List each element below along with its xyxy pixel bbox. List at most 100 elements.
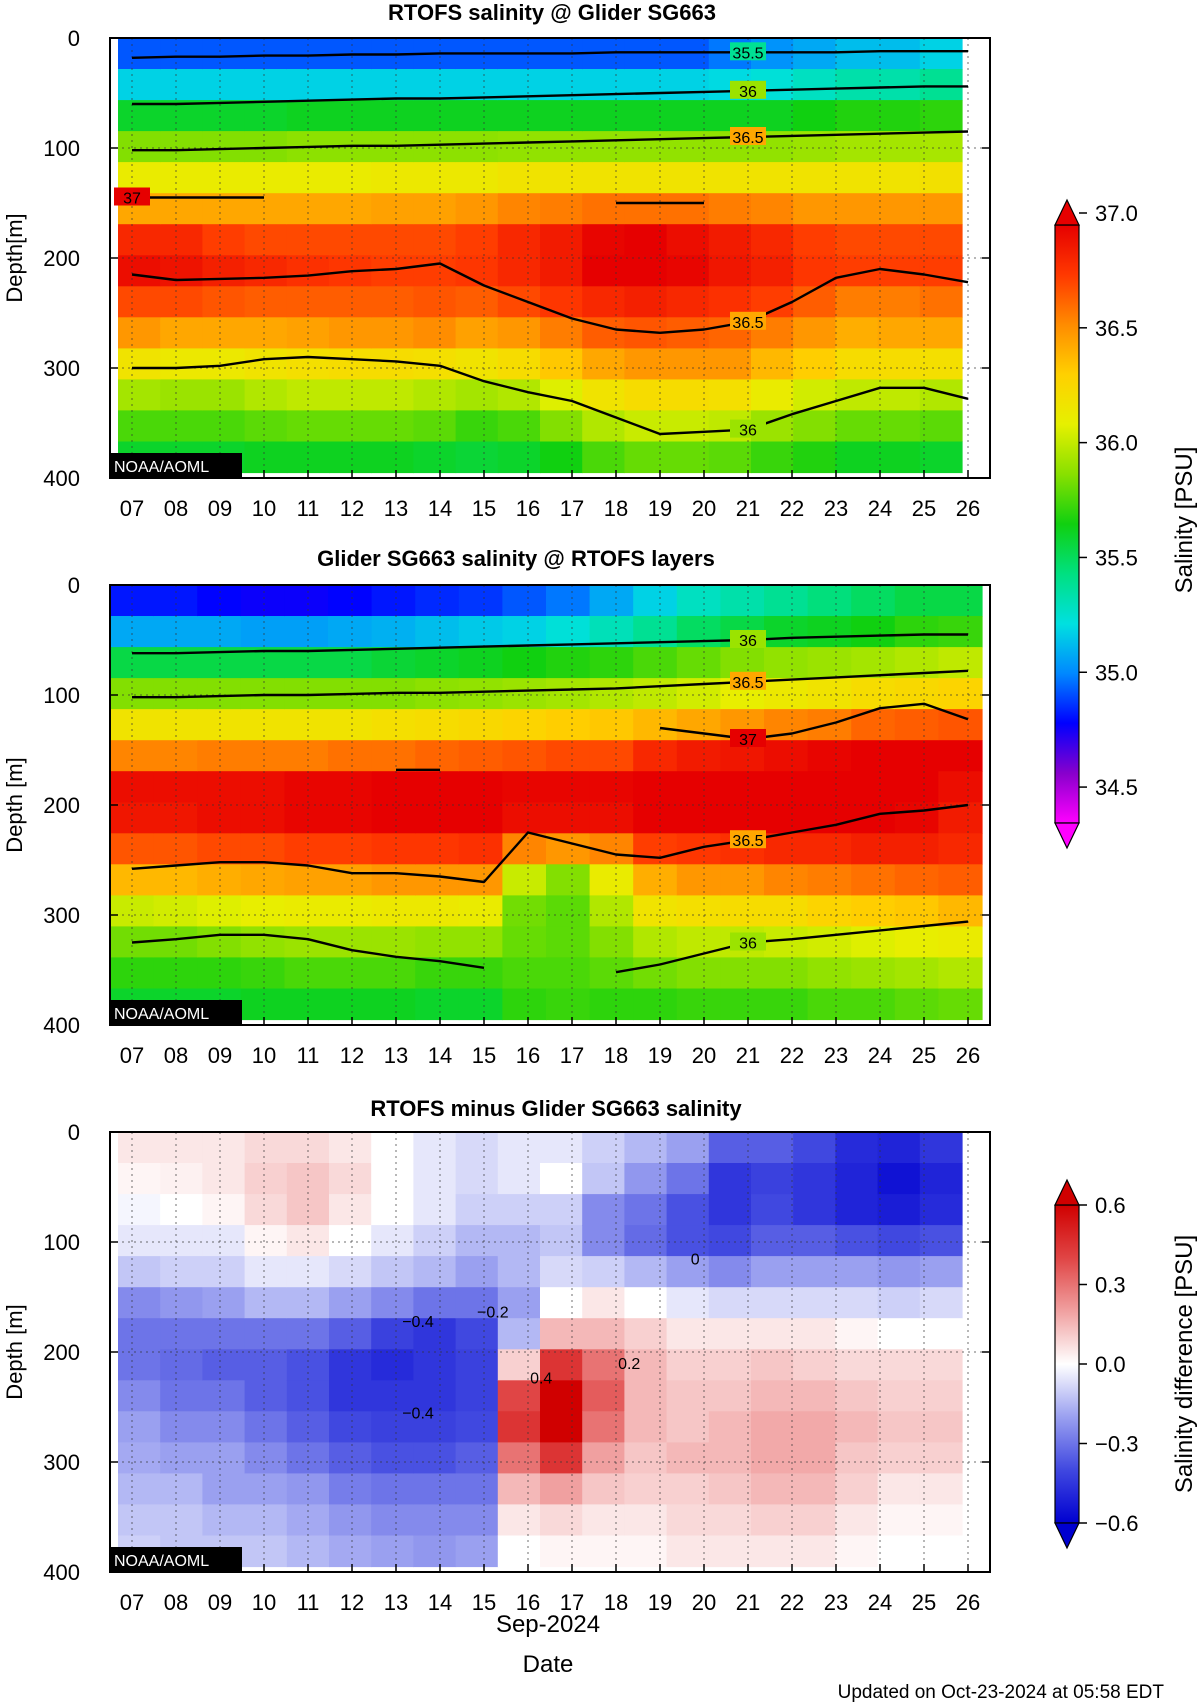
heatmap-cell	[540, 100, 583, 132]
heatmap-cell	[497, 162, 541, 194]
x-axis-ticks: 07 08 09 10 11 12 13 14 15 16 17 18 19 20 21 22 23 24 25 26	[120, 1564, 980, 1615]
x-tick-label: 21	[736, 1043, 760, 1068]
heatmap-cell	[371, 1442, 414, 1474]
y-axis-label: Depth[m]	[2, 213, 27, 302]
contour-line	[132, 669, 969, 699]
heatmap-cell	[497, 348, 541, 380]
x-tick-label: 09	[208, 496, 232, 521]
heatmap-cell	[877, 1225, 921, 1257]
heatmap-cell	[371, 957, 416, 989]
credit-badge: NOAA/AOML	[110, 1547, 242, 1572]
contour-label: 36	[739, 936, 757, 953]
heatmap-cell	[708, 1287, 752, 1319]
grid-lines	[110, 585, 990, 1025]
heatmap-cell	[624, 1504, 668, 1536]
heatmap-cell	[894, 709, 939, 741]
heatmap-cell	[328, 771, 373, 803]
heatmap-cell	[708, 224, 752, 256]
heatmap-cell	[197, 833, 242, 865]
heatmap-cell	[582, 162, 625, 194]
heatmap-cell	[540, 1504, 583, 1536]
heatmap-cell	[371, 1256, 414, 1288]
grid-lines	[110, 1132, 990, 1572]
heatmap-cell	[624, 69, 668, 101]
heatmap-cell	[118, 1225, 161, 1257]
x-tick-label: 15	[472, 1590, 496, 1615]
heatmap-cell	[708, 1380, 752, 1412]
panel-title: Glider SG663 salinity @ RTOFS layers	[317, 546, 715, 571]
heatmap-cell	[244, 441, 288, 474]
heatmap-cell	[751, 1504, 794, 1536]
heatmap-cell	[413, 1535, 457, 1568]
heatmap-cell	[240, 740, 285, 772]
x-tick-label: 10	[252, 1590, 276, 1615]
heatmap-cell	[202, 1442, 246, 1474]
heatmap-cell	[835, 1194, 879, 1226]
x-tick-label: 25	[912, 496, 936, 521]
heatmap-cell	[415, 709, 460, 741]
x-tick-label: 16	[516, 1043, 540, 1068]
heatmap-cell	[458, 616, 503, 648]
heatmap-cell	[894, 740, 939, 772]
heatmap-cell	[413, 1442, 457, 1474]
heatmap-cell	[455, 286, 499, 318]
heatmap-cell	[582, 441, 625, 474]
heatmap-cell	[244, 1256, 288, 1288]
heatmap-cell	[708, 348, 752, 380]
heatmap-cell	[708, 1225, 752, 1257]
heatmap-cell	[244, 1349, 288, 1381]
heatmap-cell	[624, 348, 668, 380]
heatmap-cell	[413, 286, 457, 318]
heatmap-cell	[458, 740, 503, 772]
heatmap-cell	[666, 1163, 710, 1195]
heatmap-cell	[720, 802, 765, 834]
heatmap-cell	[708, 255, 752, 287]
heatmap-cell	[244, 317, 288, 349]
heatmap-cell	[589, 802, 634, 834]
heatmap-cell	[666, 410, 710, 442]
panel-title: RTOFS salinity @ Glider SG663	[388, 0, 716, 25]
heatmap-cell	[244, 1132, 288, 1164]
heatmap-cell	[877, 193, 921, 225]
heatmap-cell	[244, 38, 288, 70]
heatmap-cell	[202, 410, 246, 442]
heatmap-cell	[938, 585, 983, 617]
y-tick-label: 0	[68, 573, 80, 598]
heatmap-cell	[793, 1163, 836, 1195]
heatmap-cell	[371, 162, 414, 194]
heatmap-cell	[413, 100, 457, 132]
x-tick-label: 26	[956, 496, 980, 521]
heatmap-cell	[286, 379, 330, 411]
heatmap-cell	[160, 1225, 203, 1257]
contour-label: 36.5	[732, 315, 763, 332]
credit-badge: NOAA/AOML	[110, 1000, 242, 1025]
colorbar-tick-label: 35.5	[1095, 545, 1138, 570]
heatmap-cell	[919, 100, 963, 132]
heatmap-cell	[458, 678, 503, 710]
heatmap-cell	[110, 957, 155, 989]
heatmap-cell	[497, 286, 541, 318]
heatmap-cell	[502, 988, 547, 1021]
heatmap-cell	[633, 585, 678, 617]
heatmap-cell	[118, 1349, 161, 1381]
heatmap-cell	[851, 864, 896, 896]
heatmap-cell	[118, 131, 161, 163]
heatmap-cell	[764, 802, 809, 834]
heatmap-cell	[458, 926, 503, 958]
x-tick-label: 14	[428, 1590, 452, 1615]
heatmap-cell	[546, 740, 591, 772]
colorbar-tick-label: 0.6	[1095, 1193, 1126, 1218]
contour-lines: 35.5 36 36.5 37 36.5 36	[114, 42, 969, 440]
heatmap-cell	[244, 1473, 288, 1505]
heatmap-cell	[793, 1473, 836, 1505]
heatmap-cell	[589, 585, 634, 617]
heatmap-cell	[197, 585, 242, 617]
heatmap-cell	[413, 317, 457, 349]
heatmap-cell	[624, 1411, 668, 1443]
heatmap-cell	[458, 957, 503, 989]
heatmap-cell	[502, 616, 547, 648]
heatmap-cell	[666, 286, 710, 318]
heatmap-cell	[502, 802, 547, 834]
heatmap-cell	[371, 1380, 414, 1412]
heatmap-cell	[666, 1504, 710, 1536]
